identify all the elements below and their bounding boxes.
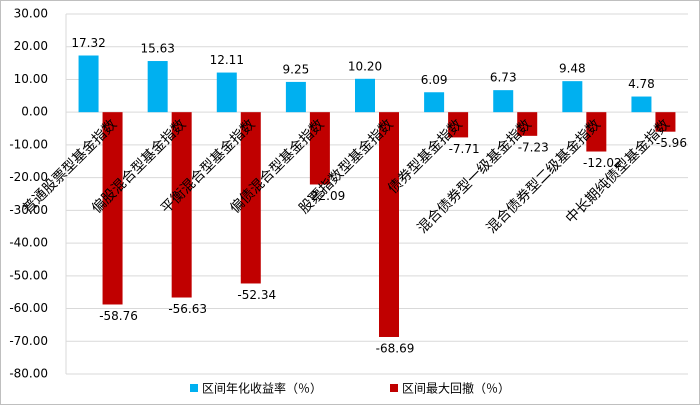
data-label: 9.48 [559, 62, 586, 76]
data-label: -68.69 [376, 341, 415, 355]
bar [493, 90, 514, 113]
data-label: -58.76 [99, 309, 138, 323]
data-label: -5.96 [656, 136, 687, 150]
data-label: 12.11 [210, 53, 244, 67]
y-tick-label: -20.00 [9, 170, 48, 184]
data-label: 10.20 [348, 59, 382, 73]
bar [655, 112, 676, 132]
data-label: 4.78 [628, 77, 655, 91]
bar [171, 112, 192, 298]
y-tick-label: -40.00 [9, 236, 48, 250]
data-label: 6.09 [421, 73, 448, 87]
y-tick-label: -60.00 [9, 301, 48, 315]
y-tick-label: 20.00 [14, 39, 48, 53]
y-tick-label: -10.00 [9, 137, 48, 151]
legend-swatch [390, 384, 398, 392]
bar [240, 112, 261, 284]
y-tick-label: -80.00 [9, 367, 48, 381]
bar [309, 112, 330, 185]
data-label: -56.63 [168, 302, 207, 316]
legend-label: 区间最大回撤（％） [402, 381, 510, 396]
bar [448, 112, 469, 138]
y-tick-label: 30.00 [14, 7, 48, 21]
bar [285, 81, 306, 113]
data-label: -7.71 [449, 142, 480, 156]
data-label: 15.63 [140, 42, 174, 56]
data-label: 17.32 [71, 36, 105, 50]
data-label: 6.73 [490, 71, 517, 85]
data-label: -7.23 [518, 140, 549, 154]
data-label: -22.09 [307, 189, 346, 203]
bar [102, 112, 123, 305]
y-tick-label: 0.00 [21, 105, 48, 119]
data-label: -52.34 [237, 288, 276, 302]
bar [147, 61, 168, 113]
bar [355, 78, 375, 113]
bar [78, 55, 99, 113]
data-label: -12.02 [583, 156, 622, 170]
bar [631, 96, 652, 113]
bar [517, 112, 538, 136]
bar [562, 81, 583, 113]
y-tick-label: 10.00 [14, 72, 48, 86]
legend-swatch [190, 384, 198, 392]
bar [586, 112, 607, 152]
y-tick-label: -50.00 [9, 268, 48, 282]
bar [216, 72, 237, 113]
bar [379, 112, 399, 337]
y-tick-label: -30.00 [9, 203, 48, 217]
data-label: 9.25 [283, 62, 310, 76]
legend-label: 区间年化收益率（％） [202, 381, 322, 396]
bar [424, 92, 445, 113]
y-tick-label: -70.00 [9, 334, 48, 348]
